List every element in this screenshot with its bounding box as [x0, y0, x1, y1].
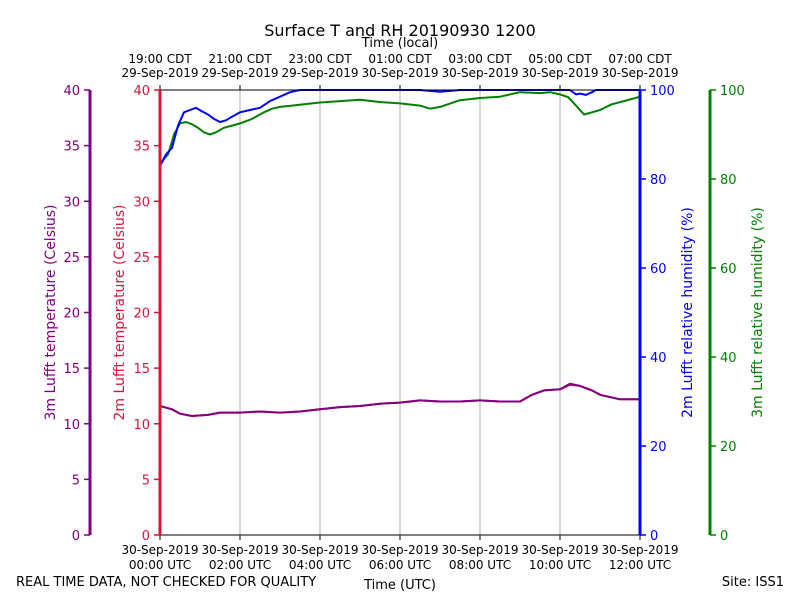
top-tick-date: 30-Sep-2019 [601, 66, 678, 80]
y-tick-label-t2m: 10 [133, 418, 150, 433]
x-tick-date: 30-Sep-2019 [441, 543, 518, 557]
y-tick-label-t3m: 25 [63, 251, 80, 266]
series-line-t3m [160, 382, 640, 417]
y-tick-label-t2m: 40 [133, 84, 150, 99]
y-tick-label-rh2m: 40 [650, 351, 667, 366]
y-tick-label-t3m: 35 [63, 140, 80, 155]
site-label: Site: ISS1 [721, 575, 784, 590]
y-tick-label-rh3m: 40 [720, 351, 737, 366]
top-tick-time: 01:00 CDT [368, 52, 432, 66]
top-tick-date: 29-Sep-2019 [121, 66, 198, 80]
x-axis-label: Time (UTC) [363, 578, 436, 593]
top-tick-date: 30-Sep-2019 [441, 66, 518, 80]
x-tick-time: 10:00 UTC [529, 558, 591, 572]
top-tick-time: 23:00 CDT [288, 52, 352, 66]
top-tick-time: 19:00 CDT [128, 52, 192, 66]
y-tick-label-t2m: 25 [133, 251, 150, 266]
y-axis-label-t2m: 2m Lufft temperature (Celsius) [112, 204, 128, 420]
y-tick-label-t2m: 30 [133, 195, 150, 210]
y-tick-label-t3m: 0 [72, 529, 80, 544]
y-tick-label-rh2m: 80 [650, 173, 667, 188]
y-tick-label-rh3m: 20 [720, 440, 737, 455]
y-tick-label-t3m: 20 [63, 307, 80, 322]
y-tick-label-rh3m: 0 [720, 529, 728, 544]
top-tick-date: 30-Sep-2019 [521, 66, 598, 80]
y-tick-label-rh3m: 60 [720, 262, 737, 277]
grid-lines [239, 90, 561, 535]
top-tick-time: 07:00 CDT [608, 52, 672, 66]
data-series [160, 89, 640, 417]
y-tick-label-rh2m: 20 [650, 440, 667, 455]
top-tick-time: 21:00 CDT [208, 52, 272, 66]
y-tick-label-t2m: 5 [142, 473, 150, 488]
x-tick-date: 30-Sep-2019 [201, 543, 278, 557]
y-tick-label-t3m: 10 [63, 418, 80, 433]
quality-note: REAL TIME DATA, NOT CHECKED FOR QUALITY [16, 575, 317, 590]
x-tick-time: 04:00 UTC [289, 558, 351, 572]
x-tick-time: 00:00 UTC [129, 558, 191, 572]
y-tick-label-t2m: 15 [133, 362, 150, 377]
top-tick-date: 30-Sep-2019 [361, 66, 438, 80]
x-tick-date: 30-Sep-2019 [521, 543, 598, 557]
y-tick-label-rh2m: 0 [650, 529, 658, 544]
y-tick-label-t2m: 0 [142, 529, 150, 544]
x-tick-time: 02:00 UTC [209, 558, 271, 572]
x-tick-date: 30-Sep-2019 [121, 543, 198, 557]
chart-title: Surface T and RH 20190930 1200 [264, 21, 536, 40]
y-tick-label-t3m: 40 [63, 84, 80, 99]
x-tick-date: 30-Sep-2019 [601, 543, 678, 557]
y-axis-label-t3m: 3m Lufft temperature (Celsius) [43, 204, 59, 420]
x-tick-time: 06:00 UTC [369, 558, 431, 572]
x-tick-time: 08:00 UTC [449, 558, 511, 572]
y-tick-label-t3m: 30 [63, 195, 80, 210]
y-tick-label-rh3m: 100 [720, 84, 745, 99]
top-axis-label: Time (local) [361, 36, 438, 51]
y-axis-label-rh2m: 2m Lufft relative humidity (%) [680, 207, 696, 418]
y-tick-label-rh2m: 60 [650, 262, 667, 277]
x-tick-date: 30-Sep-2019 [361, 543, 438, 557]
top-tick-date: 29-Sep-2019 [201, 66, 278, 80]
series-line-rh3m [160, 91, 640, 167]
x-tick-time: 12:00 UTC [609, 558, 671, 572]
y-tick-label-t2m: 20 [133, 307, 150, 322]
y-tick-label-t3m: 5 [72, 473, 80, 488]
top-tick-time: 05:00 CDT [528, 52, 592, 66]
top-tick-time: 03:00 CDT [448, 52, 512, 66]
y-tick-label-t2m: 35 [133, 140, 150, 155]
top-tick-date: 29-Sep-2019 [281, 66, 358, 80]
x-tick-date: 30-Sep-2019 [281, 543, 358, 557]
y-tick-label-rh3m: 80 [720, 173, 737, 188]
y-axis-label-rh3m: 3m Lufft relative humidity (%) [750, 207, 766, 418]
y-tick-label-rh2m: 100 [650, 84, 675, 99]
y-tick-label-t3m: 15 [63, 362, 80, 377]
